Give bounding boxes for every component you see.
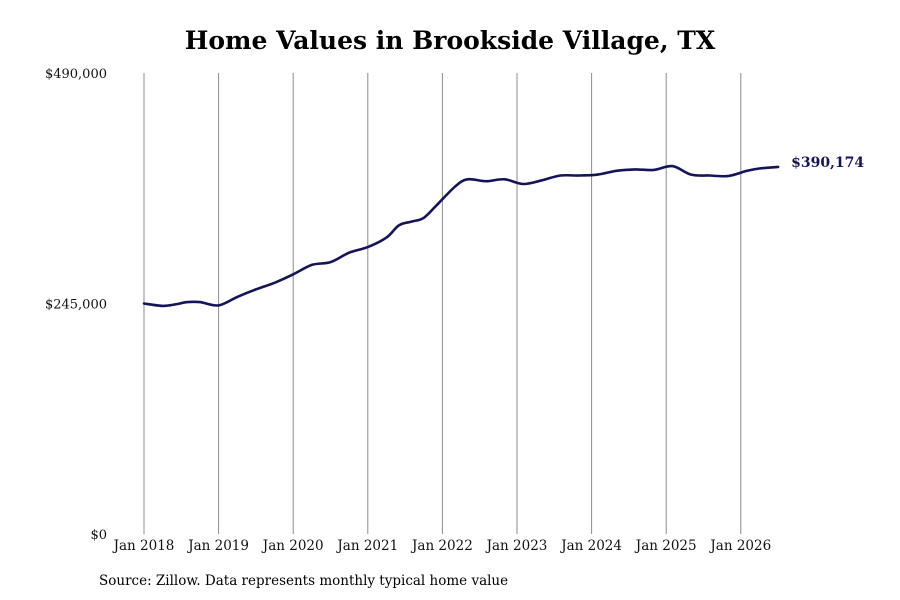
x-tick-label: Jan 2026: [708, 538, 771, 554]
y-axis-ticks: $0 $245,000 $490,000: [45, 67, 107, 543]
x-tick-label: Jan 2025: [634, 538, 697, 554]
x-tick-label: Jan 2021: [335, 538, 398, 554]
x-tick-label: Jan 2019: [186, 538, 249, 554]
x-axis-ticks: Jan 2018 Jan 2019 Jan 2020 Jan 2021 Jan 2022…: [112, 538, 772, 554]
series-home-value: [142, 164, 780, 308]
y-tick-label: $490,000: [45, 67, 107, 82]
y-tick-label: $0: [90, 528, 107, 543]
end-value-label-group: $390,174: [791, 155, 864, 171]
y-tick-label: $245,000: [45, 298, 107, 313]
x-tick-label: Jan 2022: [410, 538, 473, 554]
grid-lines: [143, 73, 742, 534]
end-value-label: $390,174: [791, 155, 864, 171]
home-value-line: [142, 164, 780, 308]
x-tick-label: Jan 2018: [112, 538, 175, 554]
x-tick-label: Jan 2024: [559, 538, 622, 554]
source-note: Source: Zillow. Data represents monthly …: [99, 573, 509, 589]
chart-title: Home Values in Brookside Village, TX: [184, 26, 716, 55]
x-tick-label: Jan 2023: [485, 538, 548, 554]
x-tick-label: Jan 2020: [261, 538, 324, 554]
